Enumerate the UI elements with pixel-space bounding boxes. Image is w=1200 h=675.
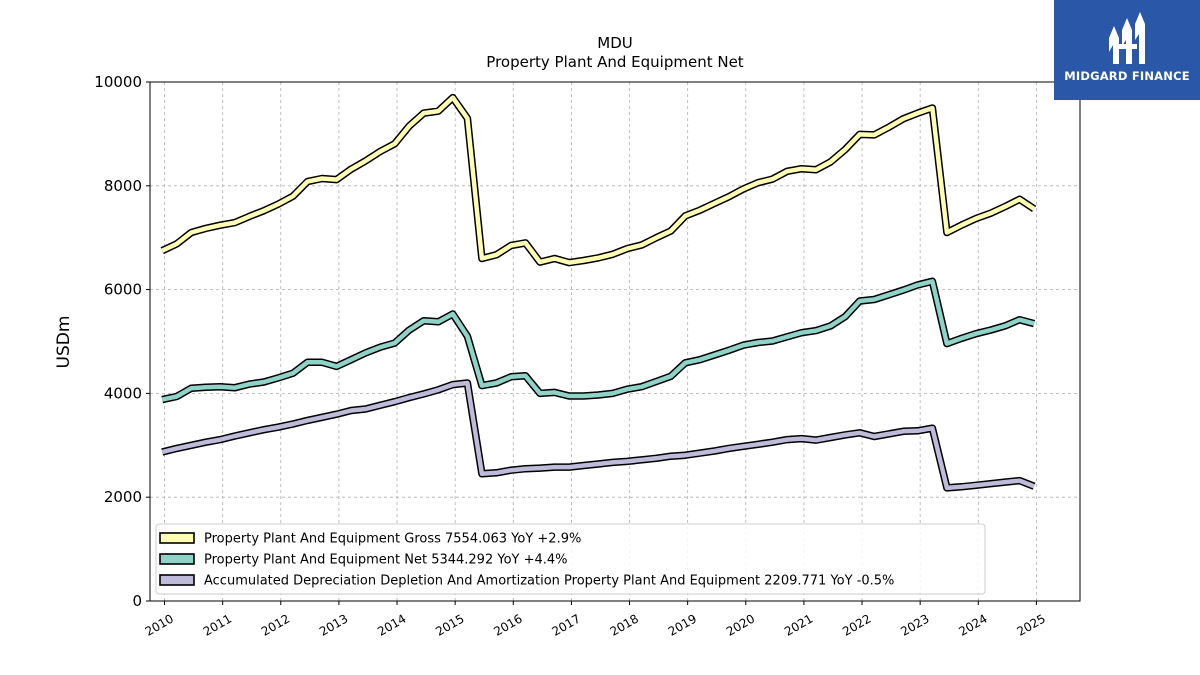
legend-label-1: Property Plant And Equipment Net 5344.29… (204, 553, 568, 568)
chart-title: MDU (597, 34, 632, 52)
y-tick-label: 6000 (104, 281, 142, 299)
y-tick-label: 2000 (104, 488, 142, 506)
x-tick-label: 2015 (433, 611, 466, 638)
x-tick-label: 2022 (840, 611, 873, 638)
y-axis-ticks: 0 2000 4000 6000 8000 10000 (94, 73, 150, 610)
legend: Property Plant And Equipment Gross 7554.… (155, 523, 986, 595)
x-tick-label: 2013 (317, 611, 350, 638)
legend-swatch-0 (159, 532, 195, 544)
legend-swatch-2 (159, 574, 195, 586)
plot-frame (149, 81, 1081, 602)
brand-name: MIDGARD FINANCE (1064, 69, 1190, 83)
series-lines (160, 93, 1037, 492)
series-outline-0 (160, 93, 1037, 267)
y-axis-label: USDm (54, 316, 74, 369)
x-tick-label: 2014 (375, 611, 408, 638)
midgard-logo-icon (1109, 12, 1145, 64)
x-tick-label: 2018 (608, 611, 641, 638)
x-tick-label: 2017 (549, 611, 582, 638)
series-line-2 (161, 380, 1035, 491)
x-tick-label: 2016 (491, 611, 524, 638)
x-tick-label: 2024 (956, 611, 989, 638)
x-tick-label: 2012 (259, 611, 292, 638)
x-tick-label: 2021 (782, 611, 815, 638)
x-tick-label: 2020 (724, 611, 757, 638)
y-tick-label: 8000 (104, 177, 142, 195)
series-line-1 (161, 279, 1035, 402)
x-axis-ticks: 2010 2011 2012 2013 2014 2015 2016 2017 2018 2019… (143, 601, 1048, 639)
legend-label-0: Property Plant And Equipment Gross 7554.… (204, 532, 581, 547)
chart-subtitle: Property Plant And Equipment Net (486, 53, 743, 71)
legend-label-2: Accumulated Depreciation Depletion And A… (204, 574, 894, 589)
midgard-finance-logo: MIDGARD FINANCE (1054, 0, 1200, 100)
y-tick-label: 10000 (94, 73, 142, 91)
x-tick-label: 2025 (1014, 611, 1047, 638)
legend-swatch-1 (159, 553, 195, 565)
y-tick-label: 4000 (104, 384, 142, 402)
legend-frame (155, 523, 986, 595)
x-tick-label: 2011 (201, 611, 234, 638)
x-tick-label: 2023 (898, 611, 931, 638)
series-outline-1 (161, 277, 1036, 404)
series-line-0 (161, 95, 1036, 265)
grid (150, 81, 1080, 602)
x-tick-label: 2019 (666, 611, 699, 638)
y-tick-label: 0 (132, 592, 142, 610)
x-tick-label: 2010 (143, 611, 176, 638)
